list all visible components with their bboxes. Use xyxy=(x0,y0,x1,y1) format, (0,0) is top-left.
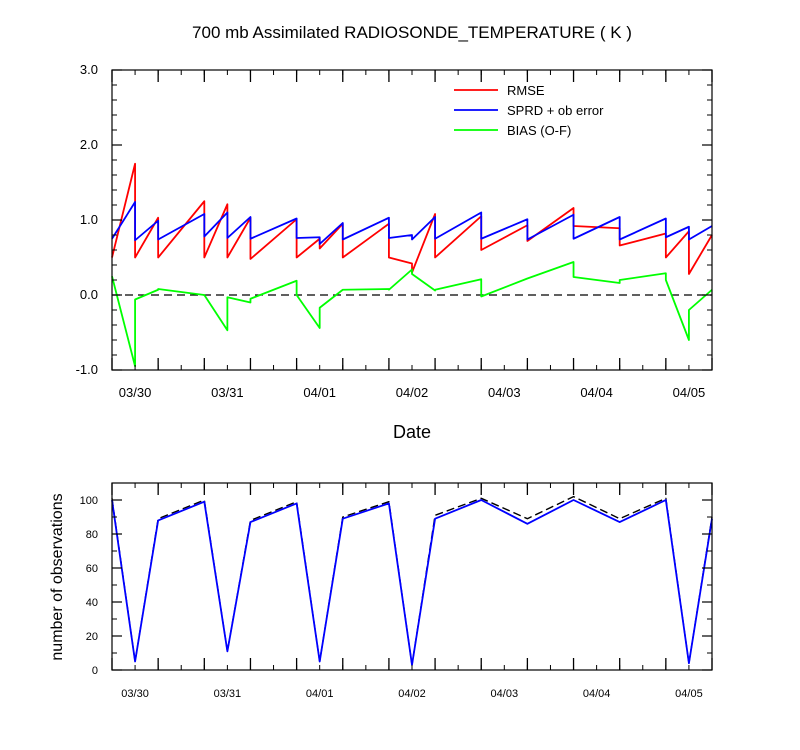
legend-label: BIAS (O-F) xyxy=(507,123,571,138)
y-tick-label: 0 xyxy=(92,665,98,677)
y-tick-label: 100 xyxy=(80,495,98,507)
x-tick-label: 03/31 xyxy=(211,385,244,400)
y-tick-label: 3.0 xyxy=(80,62,98,77)
x-tick-label: 04/05 xyxy=(673,385,706,400)
top-chart-ticks: -1.0 0.0 1.0 2.0 3.0 03/30 03/31 04/01 04/02 04/0… xyxy=(76,62,713,400)
x-tick-label: 03/31 xyxy=(214,688,242,700)
top-chart-xlabel: Date xyxy=(393,422,431,442)
top-chart-series xyxy=(111,162,713,368)
x-tick-label: 04/04 xyxy=(583,688,611,700)
series-line-rmse xyxy=(111,162,713,275)
x-tick-label: 04/02 xyxy=(398,688,426,700)
top-plot-frame xyxy=(111,69,713,371)
bottom-chart-ylabel: number of observations xyxy=(49,493,66,660)
series-line-observations-possible xyxy=(111,495,713,666)
x-tick-label: 04/01 xyxy=(303,385,336,400)
series-line-sprd-ob-error xyxy=(111,201,713,245)
y-tick-label: 20 xyxy=(86,631,98,643)
legend-label: RMSE xyxy=(507,83,545,98)
y-tick-label: 1.0 xyxy=(80,212,98,227)
x-tick-label: 04/05 xyxy=(675,688,703,700)
x-tick-label: 04/04 xyxy=(580,385,613,400)
legend: RMSE SPRD + ob error BIAS (O-F) xyxy=(454,83,604,138)
y-tick-label: 2.0 xyxy=(80,137,98,152)
top-chart-title: 700 mb Assimilated RADIOSONDE_TEMPERATUR… xyxy=(192,23,632,42)
x-tick-label: 03/30 xyxy=(119,385,152,400)
bottom-plot-frame xyxy=(111,482,713,671)
x-tick-label: 04/03 xyxy=(491,688,519,700)
y-tick-label: -1.0 xyxy=(76,362,98,377)
bottom-chart-ticks: 0 20 40 60 80 100 03/30 03/31 04/01 04/02 04/03 04/… xyxy=(80,482,713,700)
bottom-chart: 0 20 40 60 80 100 03/30 03/31 04/01 04/02 04/03 04/… xyxy=(80,482,713,700)
x-tick-label: 04/02 xyxy=(396,385,429,400)
x-tick-label: 04/03 xyxy=(488,385,521,400)
series-line-observations-used xyxy=(111,499,713,666)
y-tick-label: 60 xyxy=(86,563,98,575)
top-chart: -1.0 0.0 1.0 2.0 3.0 03/30 03/31 04/01 04/02 04/0… xyxy=(76,62,713,400)
x-tick-label: 03/30 xyxy=(121,688,149,700)
y-tick-label: 0.0 xyxy=(80,287,98,302)
x-tick-label: 04/01 xyxy=(306,688,334,700)
series-line-bias-o-f- xyxy=(111,261,713,368)
y-tick-label: 40 xyxy=(86,597,98,609)
bottom-chart-series xyxy=(111,495,713,666)
y-tick-label: 80 xyxy=(86,529,98,541)
legend-label: SPRD + ob error xyxy=(507,103,604,118)
